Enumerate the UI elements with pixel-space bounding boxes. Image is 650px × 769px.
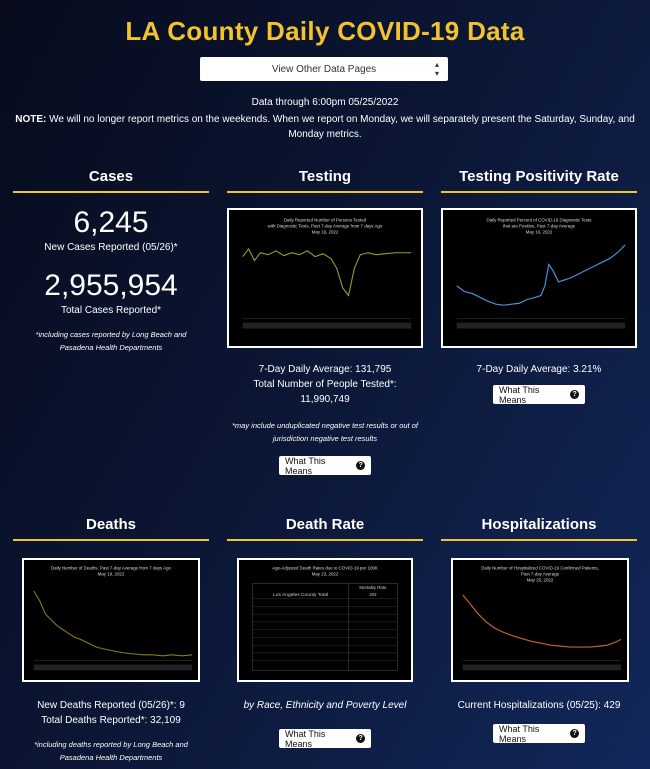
death-rate-what-this-means-button[interactable]: What This Means? — [279, 728, 371, 749]
deaths-title: Deaths — [13, 516, 209, 541]
testing-chart[interactable]: Daily Reported Number of Persons Tested … — [227, 208, 423, 348]
positivity-daily-average: 7-Day Daily Average: 3.21% — [476, 364, 602, 375]
question-icon: ? — [356, 734, 365, 743]
question-icon: ? — [570, 729, 579, 738]
button-label: What This Means — [285, 728, 326, 749]
total-cases-value: 2,955,954 — [44, 269, 178, 302]
select-caret-icon: ▴ ▾ — [434, 60, 439, 78]
note-text: We will no longer report metrics on the … — [46, 114, 635, 140]
death-rate-total-value: 202 — [369, 592, 377, 597]
positivity-stats: 7-Day Daily Average: 3.21% — [441, 362, 637, 377]
testing-footnote: *may include unduplicated negative test … — [232, 421, 418, 443]
page-title: LA County Daily COVID-19 Data — [125, 16, 525, 46]
testing-total-value: 11,990,749 — [300, 394, 350, 405]
new-cases-label: New Cases Reported (05/26)* — [44, 242, 178, 253]
weekend-note: NOTE: We will no longer report metrics o… — [14, 112, 636, 142]
positivity-what-this-means-button[interactable]: What This Means? — [493, 384, 585, 405]
hospitalizations-title: Hospitalizations — [441, 516, 637, 541]
button-label: What This Means — [499, 723, 540, 744]
positivity-chart-title-2: that are Positive, Past 7-day Average — [503, 224, 576, 229]
deaths-series-line — [33, 590, 193, 657]
total-cases-label: Total Cases Reported* — [60, 305, 162, 316]
total-deaths: Total Deaths Reported*: 32,109 — [41, 715, 181, 726]
deaths-section: Deaths — [13, 516, 209, 541]
hosp-series-line — [462, 594, 622, 648]
new-deaths: New Deaths Reported (05/26)*: 9 — [37, 700, 185, 711]
testing-stats: 7-Day Daily Average: 131,795 Total Numbe… — [227, 362, 423, 445]
testing-chart-title-1: Daily Reported Number of Persons Tested — [284, 218, 367, 223]
deaths-chart[interactable]: Daily Number of Deaths, Past 7-day Avera… — [22, 558, 200, 682]
death-rate-chart[interactable]: Age-Adjusted Death Rates due to COVID-19… — [237, 558, 413, 682]
question-icon: ? — [356, 461, 365, 470]
testing-series-line — [242, 247, 412, 297]
deaths-chart-title-2: May 19, 2022 — [98, 572, 125, 577]
positivity-series-line — [456, 244, 626, 306]
death-rate-section: Death Rate — [227, 516, 423, 541]
hospitalizations-section: Hospitalizations — [441, 516, 637, 541]
death-rate-title: Death Rate — [227, 516, 423, 541]
testing-title: Testing — [227, 168, 423, 193]
positivity-title: Testing Positivity Rate — [441, 168, 637, 193]
deaths-footnote: *including deaths reported by Long Beach… — [34, 740, 188, 762]
death-rate-subtitle: by Race, Ethnicity and Poverty Level — [243, 700, 407, 711]
data-pages-select[interactable]: View Other Data Pages ▴ ▾ — [200, 57, 448, 81]
testing-what-this-means-button[interactable]: What This Means? — [279, 455, 371, 476]
testing-chart-title-3: May 19, 2022 — [312, 229, 339, 234]
cases-section: Cases — [13, 168, 209, 193]
death-rate-total-label: Los Angeles County Total — [273, 592, 328, 598]
death-rate-chart-title-1: Age-Adjusted Death Rates due to COVID-19… — [272, 566, 378, 571]
positivity-chart[interactable]: Daily Reported Percent of COVID-19 Diagn… — [441, 208, 637, 348]
button-label: What This Means — [499, 384, 540, 405]
testing-total-label: Total Number of People Tested*: — [253, 379, 397, 390]
data-through-text: Data through 6:00pm 05/25/2022 — [251, 97, 399, 108]
hosp-chart-title-2: Past 7-day Average — [521, 572, 560, 577]
death-rate-col-header: Mortality Rate — [359, 585, 387, 590]
positivity-section: Testing Positivity Rate — [441, 168, 637, 193]
button-label: What This Means — [285, 455, 326, 476]
testing-chart-title-2: with Diagnostic Tests, Past 7-day Averag… — [268, 224, 383, 229]
deaths-stats: New Deaths Reported (05/26)*: 9 Total De… — [13, 698, 209, 764]
deaths-chart-title-1: Daily Number of Deaths, Past 7-day Avera… — [51, 566, 172, 571]
hosp-chart-title-3: May 25, 2022 — [527, 577, 554, 582]
hospitalizations-chart[interactable]: Daily Number of Hospitalized COVID-19 Co… — [451, 558, 629, 682]
hospitalizations-current: Current Hospitalizations (05/25): 429 — [457, 700, 621, 711]
testing-section: Testing — [227, 168, 423, 193]
new-cases-value: 6,245 — [73, 206, 149, 239]
note-label: NOTE: — [15, 114, 47, 125]
positivity-chart-title-1: Daily Reported Percent of COVID-19 Diagn… — [487, 218, 593, 223]
select-label: View Other Data Pages — [271, 63, 377, 75]
death-rate-chart-title-2: May 23, 2022 — [312, 572, 339, 577]
hosp-chart-title-1: Daily Number of Hospitalized COVID-19 Co… — [481, 566, 599, 571]
cases-stats: 6,245 New Cases Reported (05/26)* 2,955,… — [13, 206, 209, 354]
hospitalizations-what-this-means-button[interactable]: What This Means? — [493, 723, 585, 744]
cases-footnote: *including cases reported by Long Beach … — [35, 330, 187, 352]
cases-title: Cases — [13, 168, 209, 193]
testing-daily-average: 7-Day Daily Average: 131,795 — [258, 364, 392, 375]
testing-x-ticks — [242, 322, 412, 329]
question-icon: ? — [570, 390, 579, 399]
positivity-chart-title-3: May 19, 2022 — [526, 229, 553, 234]
